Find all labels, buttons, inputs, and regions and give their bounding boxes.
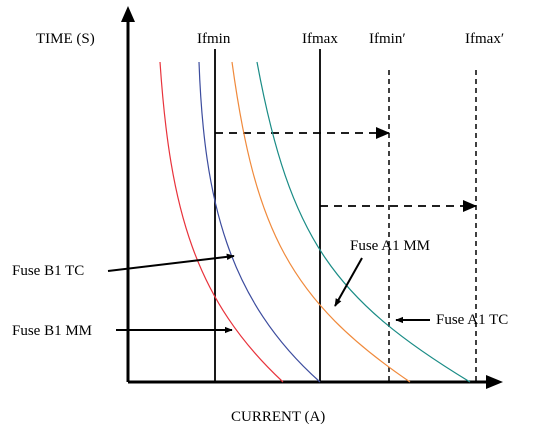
ifmax-label: Ifmax xyxy=(302,31,338,47)
fuse-a1-tc-curve xyxy=(256,61,471,383)
fuse-b1-mm-label: Fuse B1 MM xyxy=(12,323,92,339)
x-axis-arrow xyxy=(486,375,503,389)
fuse-a1-mm-curve xyxy=(231,61,411,383)
fuse-a1-mm-pointer xyxy=(334,257,363,307)
y-axis-arrow xyxy=(121,6,135,22)
ifmax-prime-label: Ifmax′ xyxy=(465,31,504,47)
fuse-b1-tc-curve xyxy=(198,61,321,383)
fuse-a1-tc-label: Fuse A1 TC xyxy=(436,312,508,328)
fuse-b1-mm-curve xyxy=(159,61,284,383)
fuse-b1-tc-label: Fuse B1 TC xyxy=(12,263,84,279)
ifmin-prime-label: Ifmin′ xyxy=(369,31,406,47)
x-axis-label: CURRENT (A) xyxy=(231,409,325,425)
y-axis-label: TIME (S) xyxy=(36,31,95,47)
fuse-b1-tc-pointer xyxy=(107,253,235,272)
fuse-a1-mm-label: Fuse A1 MM xyxy=(350,238,430,254)
ifmin-label: Ifmin xyxy=(197,31,231,47)
